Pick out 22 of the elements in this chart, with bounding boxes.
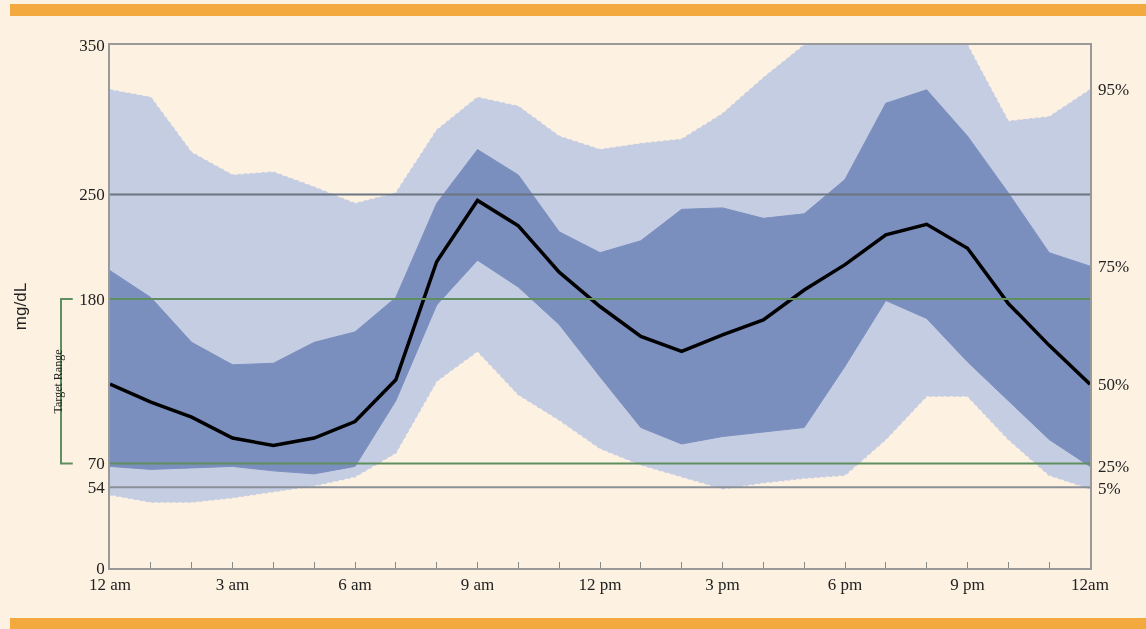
x-tick-label: 9 am xyxy=(460,575,495,595)
series-label: 25% xyxy=(1098,457,1130,476)
x-tick-label: 9 pm xyxy=(950,575,985,595)
series-label: 50% xyxy=(1098,375,1130,394)
x-tick-label: 12 am xyxy=(88,575,132,595)
y-tick-label: 70 xyxy=(87,454,105,474)
series-label: 75% xyxy=(1098,257,1130,276)
x-tick-label: 6 pm xyxy=(827,575,863,595)
x-tick-label: 3 am xyxy=(215,575,250,595)
x-tick-label: 12 pm xyxy=(578,575,622,595)
x-tick-label: 3 pm xyxy=(705,575,740,595)
x-tick-label: 6 am xyxy=(338,575,372,595)
y-tick-label: 350 xyxy=(79,35,105,55)
x-tick-label: 12am xyxy=(1071,575,1109,595)
y-axis-title: mg/dL xyxy=(11,282,31,331)
text: Target Range xyxy=(51,349,66,414)
series-label: 95% xyxy=(1098,80,1130,99)
y-tick-label: 0 xyxy=(96,558,105,578)
y-tick-label: 54 xyxy=(87,478,106,498)
series-label: 5% xyxy=(1098,479,1121,498)
y-tick-label: 180 xyxy=(79,289,105,309)
y-tick-label: 250 xyxy=(79,185,105,205)
